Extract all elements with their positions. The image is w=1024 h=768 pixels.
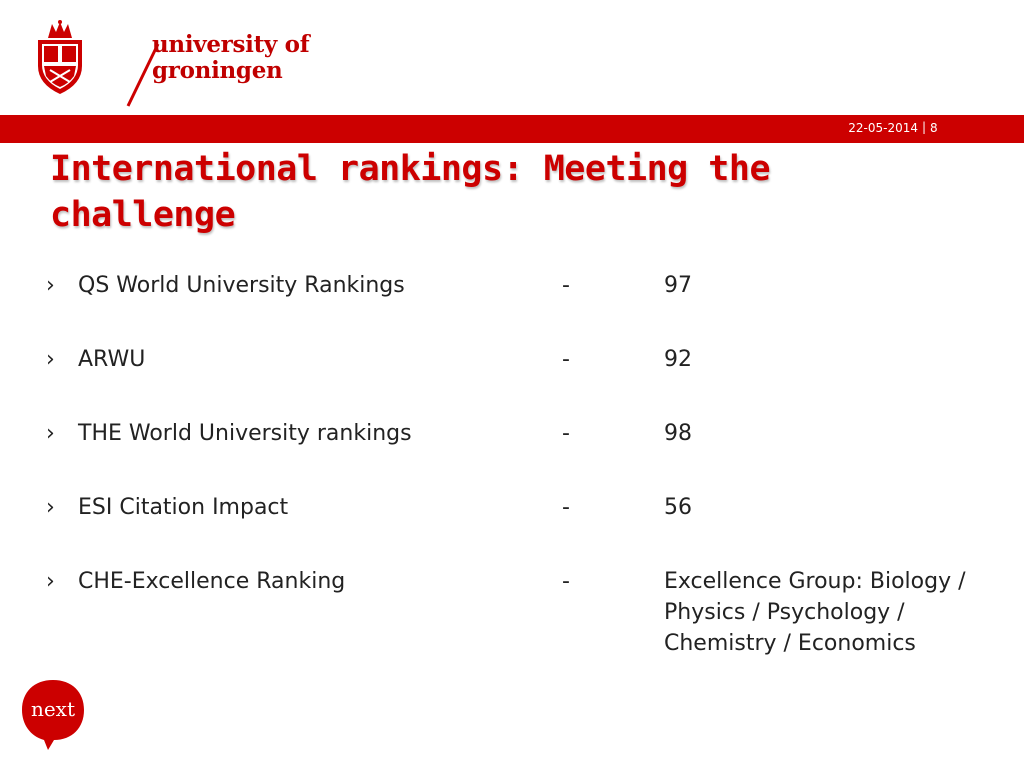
ranking-dash: - [562,347,570,372]
page-number: 8 [930,121,938,135]
university-logo: university of groningen [30,18,330,107]
bullet-marker: › [46,273,55,298]
bullet-marker: › [46,421,55,446]
header-bar: 22-05-2014 | 8 [0,115,1024,143]
ranking-value: 56 [664,495,692,520]
ranking-value: 98 [664,421,692,446]
ranking-dash: - [562,421,570,446]
ranking-name: ESI Citation Impact [78,495,289,520]
ranking-value: 92 [664,347,692,372]
ranking-name: CHE-Excellence Ranking [78,569,346,594]
bullet-marker: › [46,347,55,372]
coat-of-arms-icon [38,20,82,94]
slide-date: 22-05-2014 [848,121,918,135]
next-logo-icon: next [22,680,84,750]
bullet-marker: › [46,569,55,594]
ranking-value: 97 [664,273,692,298]
bullet-marker: › [46,495,55,520]
wordmark-line2: groningen [152,57,283,84]
slide-title: International rankings: Meeting the chal… [50,149,771,235]
header-separator: | [922,120,927,134]
ranking-name: THE World University rankings [78,421,412,446]
next-logo-text: next [31,697,75,721]
ranking-dash: - [562,273,570,298]
ranking-dash: - [562,569,570,594]
logo-divider-slash [126,43,160,107]
ranking-value: Excellence Group: Biology / Physics / Ps… [664,569,966,656]
ranking-dash: - [562,495,570,520]
university-wordmark: university of groningen [152,31,310,84]
ranking-name: ARWU [78,347,146,372]
wordmark-line1: university of [152,31,310,58]
ranking-name: QS World University Rankings [78,273,405,298]
